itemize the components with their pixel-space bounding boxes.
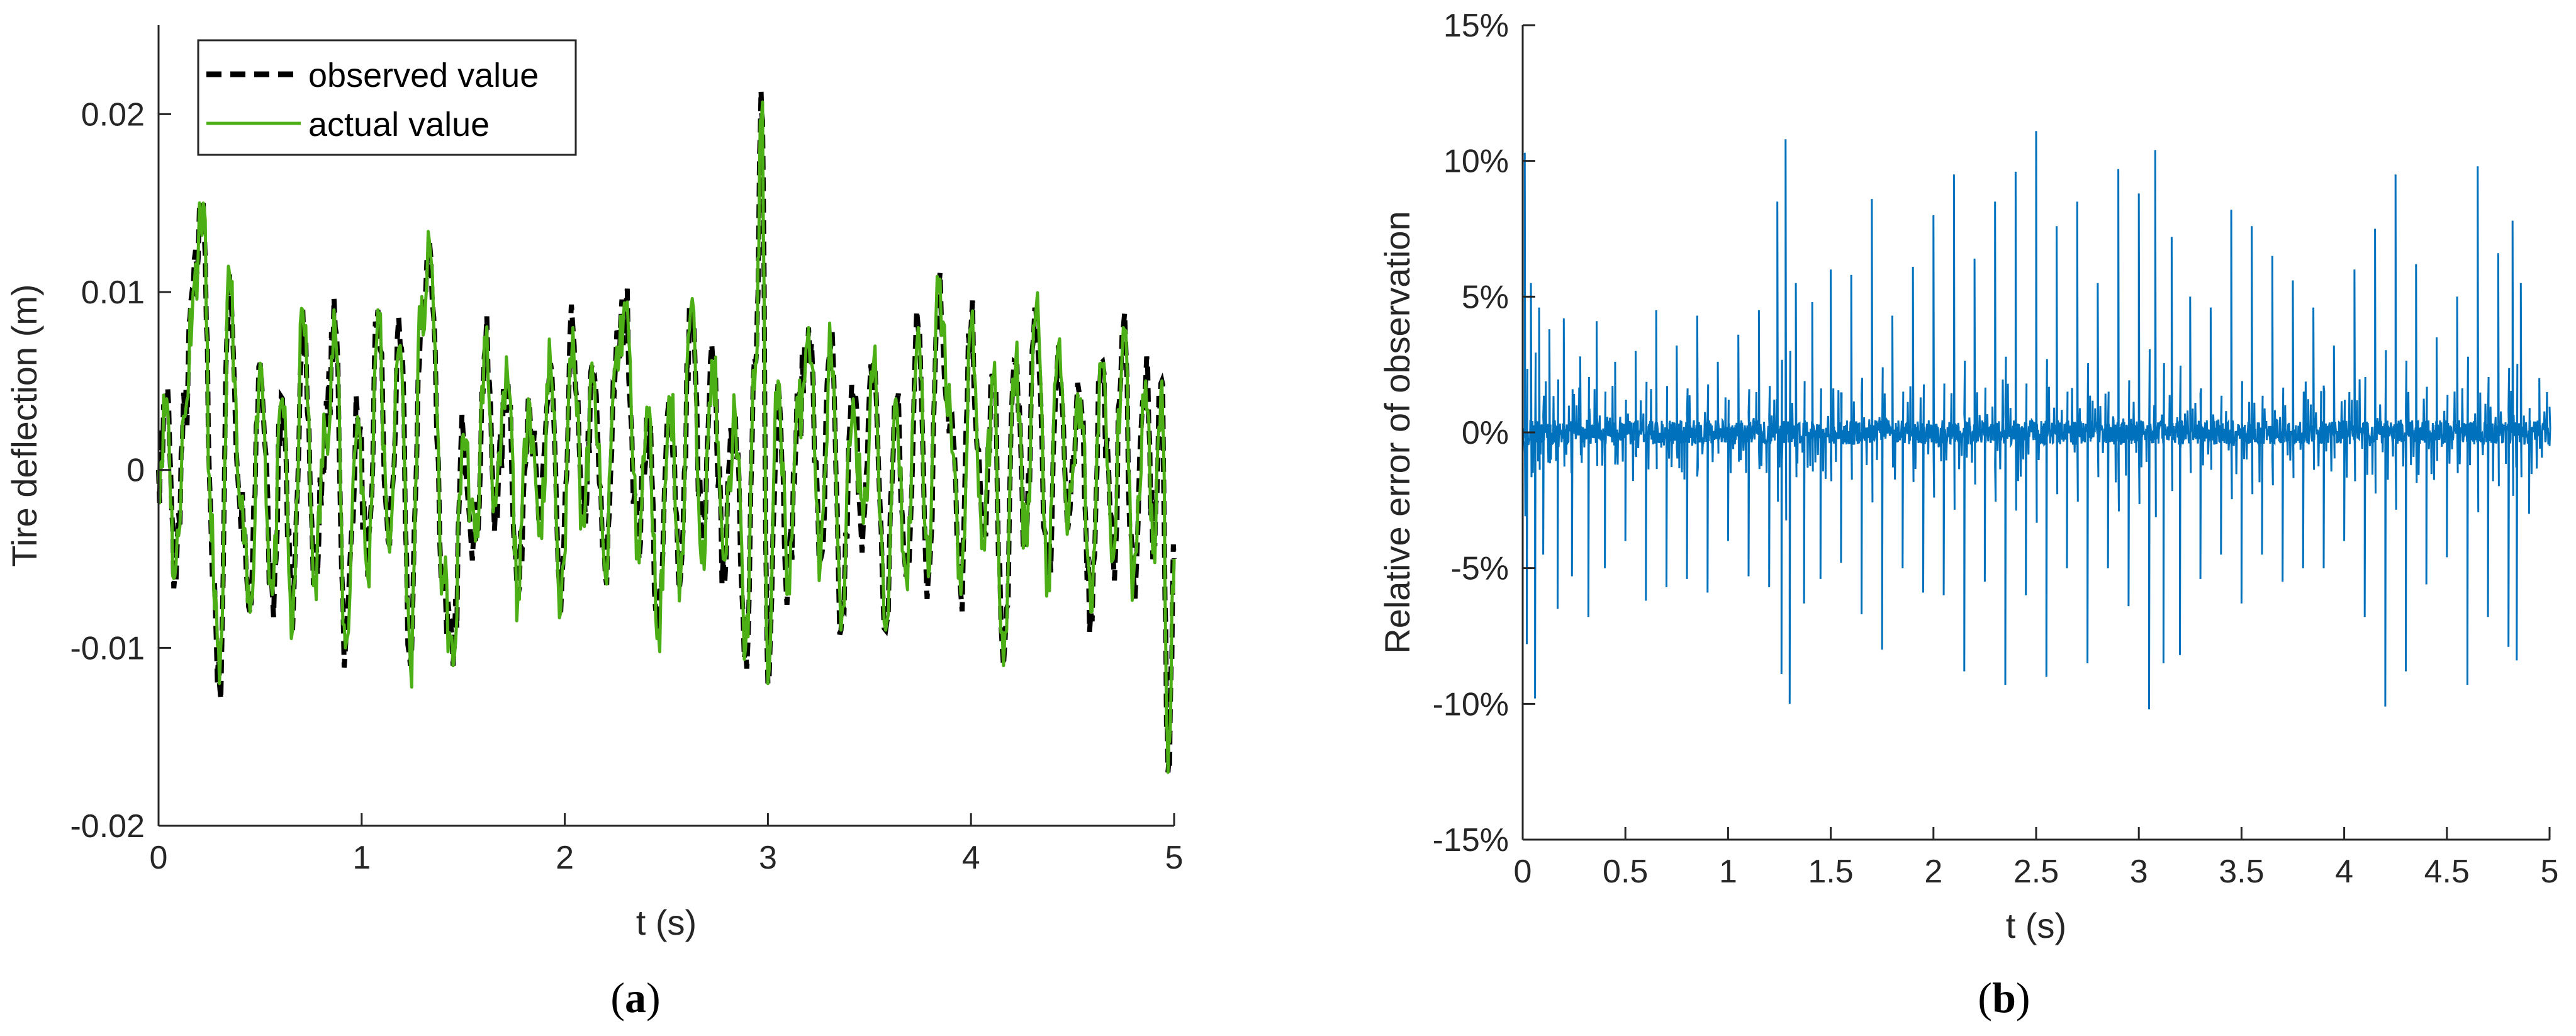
panel-b-y-tick-label: 5% <box>1462 279 1509 315</box>
panel-a-y-tick-label: -0.02 <box>70 808 145 845</box>
legend-label-observed: observed value <box>308 57 539 94</box>
panel-b: 0 0.5 1 1.5 2 2.5 3 3.5 4 4.5 5 -15% -10% -5% 0% 5% 10% 1… <box>1377 8 2558 1022</box>
panel-b-x-tick-label: 2.5 <box>2013 853 2059 890</box>
panel-b-x-axis-label: t (s) <box>2006 906 2066 945</box>
panel-a-caption-close: ) <box>646 974 661 1022</box>
panel-a-caption-letter: a <box>625 974 646 1022</box>
panel-b-x-tick-label: 2 <box>1924 853 1942 890</box>
panel-b-x-tick-label: 5 <box>2541 853 2559 890</box>
panel-b-y-tick-label: 10% <box>1443 144 1509 180</box>
panel-b-series-group <box>1521 131 2551 710</box>
panel-b-caption-letter: b <box>1992 974 2016 1022</box>
panel-a-x-tick-label: 1 <box>352 840 371 876</box>
panel-a: 0 1 2 3 4 5 -0.02 -0.01 0 0.01 0.02 t (s) Tire def… <box>4 25 1183 1022</box>
panel-a-x-tick-label: 4 <box>962 840 980 876</box>
panel-b-x-tick-label: 4 <box>2335 853 2353 890</box>
panel-a-x-axis-label: t (s) <box>636 903 697 942</box>
panel-a-x-tick-label: 0 <box>150 840 168 876</box>
panel-a-legend: observed value actual value <box>197 39 577 156</box>
panel-a-caption: (a) <box>610 974 660 1022</box>
panel-a-x-tick-label: 2 <box>556 840 574 876</box>
panel-b-caption-open: ( <box>1978 974 1992 1022</box>
panel-b-x-tick-label: 3.5 <box>2219 853 2264 890</box>
panel-b-x-tick-label: 1 <box>1719 853 1737 890</box>
panel-b-x-tick-label: 0 <box>1514 853 1532 890</box>
panel-a-y-tick-label: -0.01 <box>70 630 145 667</box>
panel-a-axes: 0 1 2 3 4 5 -0.02 -0.01 0 0.01 0.02 <box>70 25 1183 876</box>
panel-b-y-axis-label: Relative error of observation <box>1377 211 1417 653</box>
panel-a-y-tick-label: 0 <box>126 453 145 489</box>
panel-a-y-tick-label: 0.01 <box>81 274 145 311</box>
panel-b-y-tick-label: 15% <box>1443 8 1509 44</box>
panel-a-caption-open: ( <box>610 974 625 1022</box>
series-actual-value-line <box>157 100 1176 774</box>
panel-a-y-axis-label: Tire deflection (m) <box>4 284 44 566</box>
panel-b-y-tick-label: -5% <box>1451 551 1509 587</box>
panel-b-x-tick-label: 0.5 <box>1603 853 1648 890</box>
panel-a-x-tick-label: 3 <box>759 840 777 876</box>
panel-a-legend-box <box>197 39 577 156</box>
panel-b-caption-close: ) <box>2016 974 2030 1022</box>
panel-b-y-tick-label: -15% <box>1433 822 1509 859</box>
panel-b-axes: 0 0.5 1 1.5 2 2.5 3 3.5 4 4.5 5 -15% -10% -5% 0% 5% 10% 1… <box>1433 8 2559 890</box>
panel-a-series-group <box>156 91 1177 774</box>
legend-label-actual: actual value <box>308 106 490 144</box>
panel-b-plot-area: 0 0.5 1 1.5 2 2.5 3 3.5 4 4.5 5 -15% -10% -5% 0% 5% 10% 1… <box>1433 8 2559 890</box>
panel-b-x-tick-label: 1.5 <box>1808 853 1853 890</box>
series-relative-error-line <box>1521 131 2551 710</box>
panel-a-y-tick-label: 0.02 <box>81 96 145 133</box>
panel-b-x-tick-label: 4.5 <box>2424 853 2470 890</box>
panel-b-y-tick-label: -10% <box>1433 686 1509 723</box>
panel-b-caption: (b) <box>1978 974 2030 1022</box>
panel-a-plot-area: 0 1 2 3 4 5 -0.02 -0.01 0 0.01 0.02 <box>70 25 1183 876</box>
panel-b-x-tick-label: 3 <box>2130 853 2148 890</box>
panel-b-y-tick-label: 0% <box>1462 415 1509 451</box>
panel-a-x-tick-label: 5 <box>1165 840 1184 876</box>
